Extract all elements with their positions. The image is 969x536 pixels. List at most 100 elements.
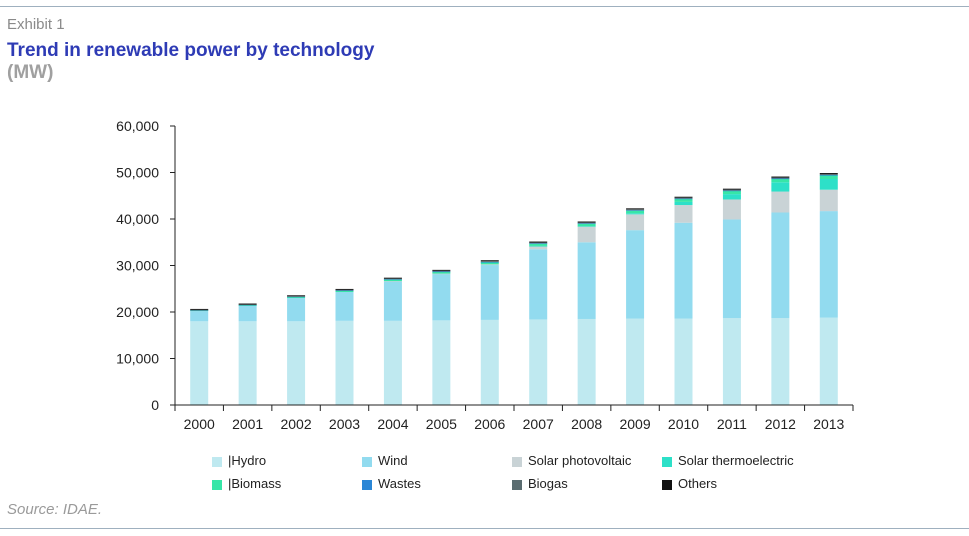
y-tick-label: 40,000: [116, 211, 159, 227]
bar-wind-2009: [626, 230, 645, 319]
legend-swatch-hydro: [212, 457, 222, 467]
bar-hydro-2008: [577, 318, 596, 405]
bar-biogas-2001: [238, 304, 257, 306]
bar-wind-2012: [771, 212, 790, 319]
bar-biogas-2004: [383, 278, 402, 280]
bar-hydro-2002: [287, 321, 306, 405]
bar-biomass-2001: [238, 305, 257, 306]
legend-label-hydro: |Hydro: [228, 453, 267, 468]
bar-biogas-2012: [771, 177, 790, 179]
bar-biogas-2003: [335, 289, 354, 291]
legend-label-biomass: |Biomass: [228, 476, 282, 491]
bar-wastes-2003: [335, 290, 354, 291]
bar-biomass-2008: [577, 223, 596, 227]
bar-biogas-2005: [432, 270, 451, 272]
bar-biomass-2011: [722, 190, 741, 195]
bar-wastes-2002: [287, 296, 306, 298]
bar-others-2007: [529, 241, 548, 243]
x-tick-label: 2000: [184, 416, 215, 432]
bar-biomass-2007: [529, 243, 548, 246]
bar-biogas-2008: [577, 222, 596, 224]
bar-wind-2008: [577, 242, 596, 319]
bar-biomass-2012: [771, 178, 790, 183]
legend-label-solar-photovoltaic: Solar photovoltaic: [528, 453, 632, 468]
bar-wind-2002: [287, 298, 306, 322]
bar-biomass-2010: [674, 198, 693, 202]
bar-others-2002: [287, 295, 306, 297]
bar-wind-2013: [819, 211, 838, 318]
y-tick-label: 50,000: [116, 165, 159, 181]
x-tick-label: 2013: [813, 416, 844, 432]
legend-swatch-wastes: [362, 480, 372, 490]
legend-swatch-wind: [362, 457, 372, 467]
bar-solar-photovoltaic-2011: [722, 199, 741, 220]
bar-solar-thermoelectric-2013: [819, 179, 838, 190]
bar-hydro-2009: [626, 318, 645, 405]
bar-hydro-2000: [190, 321, 209, 405]
x-tick-label: 2004: [377, 416, 408, 432]
bar-wastes-2012: [771, 178, 790, 180]
legend-label-others: Others: [678, 476, 718, 491]
chart-title: Trend in renewable power by technology: [7, 40, 375, 61]
bar-solar-photovoltaic-2007: [529, 245, 548, 250]
bar-others-2001: [238, 303, 257, 305]
bar-biomass-2006: [480, 262, 499, 265]
y-tick-label: 20,000: [116, 304, 159, 320]
bar-hydro-2011: [722, 318, 741, 405]
bar-wind-2000: [190, 311, 209, 322]
legend-label-wastes: Wastes: [378, 476, 421, 491]
bar-solar-thermoelectric-2011: [722, 194, 741, 200]
bar-biogas-2000: [190, 309, 209, 311]
bar-wastes-2004: [383, 279, 402, 280]
bar-biomass-2004: [383, 279, 402, 282]
x-tick-label: 2001: [232, 416, 263, 432]
legend-swatch-biogas: [512, 480, 522, 490]
y-tick-label: 60,000: [116, 118, 159, 134]
bar-solar-photovoltaic-2009: [626, 214, 645, 231]
bar-others-2010: [674, 196, 693, 198]
bar-solar-thermoelectric-2008: [577, 226, 596, 227]
bar-hydro-2005: [432, 320, 451, 405]
bottom-rule: [0, 528, 969, 529]
bar-hydro-2001: [238, 321, 257, 405]
bar-others-2008: [577, 221, 596, 223]
bar-wind-2001: [238, 305, 257, 322]
legend-swatch-solar-thermoelectric: [662, 457, 672, 467]
x-tick-label: 2003: [329, 416, 360, 432]
bar-solar-photovoltaic-2012: [771, 191, 790, 213]
bar-biomass-2013: [819, 175, 838, 180]
x-tick-label: 2011: [717, 416, 747, 432]
bar-biogas-2007: [529, 242, 548, 244]
legend-swatch-biomass: [212, 480, 222, 490]
bar-biogas-2011: [722, 189, 741, 191]
x-tick-label: 2012: [765, 416, 796, 432]
bar-wind-2005: [432, 273, 451, 321]
bar-wastes-2008: [577, 223, 596, 224]
bar-hydro-2007: [529, 319, 548, 405]
bar-biomass-2005: [432, 271, 451, 274]
exhibit-label: Exhibit 1: [7, 16, 65, 33]
x-tick-label: 2006: [474, 416, 505, 432]
bar-wind-2007: [529, 249, 548, 320]
x-tick-label: 2002: [280, 416, 311, 432]
legend-swatch-others: [662, 480, 672, 490]
bar-solar-photovoltaic-2006: [480, 264, 499, 266]
bar-solar-photovoltaic-2005: [432, 273, 451, 275]
bar-solar-photovoltaic-2010: [674, 205, 693, 223]
bar-biogas-2009: [626, 209, 645, 211]
bar-biomass-2003: [335, 290, 354, 293]
bar-others-2006: [480, 260, 499, 262]
bar-others-2013: [819, 173, 838, 174]
bar-biomass-2009: [626, 210, 645, 214]
bar-others-2005: [432, 269, 451, 271]
legend-label-biogas: Biogas: [528, 476, 568, 491]
chart-units: (MW): [7, 62, 54, 83]
source-note: Source: IDAE.: [7, 501, 103, 518]
y-tick-label: 30,000: [116, 258, 159, 274]
bar-wastes-2007: [529, 243, 548, 244]
x-tick-label: 2005: [426, 416, 457, 432]
bar-wind-2003: [335, 292, 354, 321]
bar-solar-thermoelectric-2009: [626, 213, 645, 215]
bar-wastes-2011: [722, 190, 741, 192]
